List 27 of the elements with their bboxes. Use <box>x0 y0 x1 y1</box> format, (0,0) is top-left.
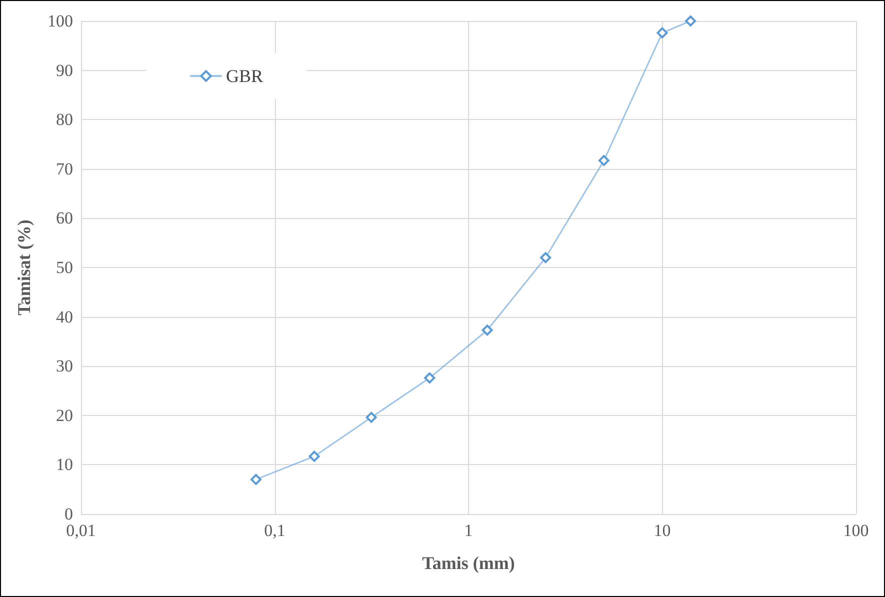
point <box>250 474 262 485</box>
y-tick-label: 50 <box>56 258 73 277</box>
y-tick-label: 100 <box>48 12 73 30</box>
x-tick-label: 10 <box>654 521 671 540</box>
point <box>540 252 552 264</box>
y-tick-label: 40 <box>56 307 73 326</box>
x-tick-label: 100 <box>843 521 869 540</box>
point <box>656 27 668 38</box>
point <box>366 412 377 423</box>
point <box>482 324 493 336</box>
legend-label: GBR <box>226 66 264 86</box>
y-tick-label: 80 <box>56 110 73 130</box>
point <box>424 372 436 384</box>
x-tick-label: 1 <box>464 521 473 540</box>
y-tick-label: 10 <box>56 455 73 474</box>
point <box>308 450 320 462</box>
y-tick-label: 20 <box>56 406 73 425</box>
y-tick-label: 30 <box>56 356 73 376</box>
point <box>598 155 610 166</box>
x-axis-title: Tamis (mm) <box>422 553 515 573</box>
x-tick-label: 0,01 <box>66 521 96 540</box>
y-tick-label: 0 <box>64 504 73 524</box>
x-tick-label: 0,1 <box>264 521 286 540</box>
y-axis-title: Tamisat (%) <box>14 220 34 316</box>
y-tick-label: 70 <box>56 159 73 178</box>
y-tick-label: 60 <box>56 208 73 228</box>
y-tick-label: 90 <box>56 60 73 80</box>
